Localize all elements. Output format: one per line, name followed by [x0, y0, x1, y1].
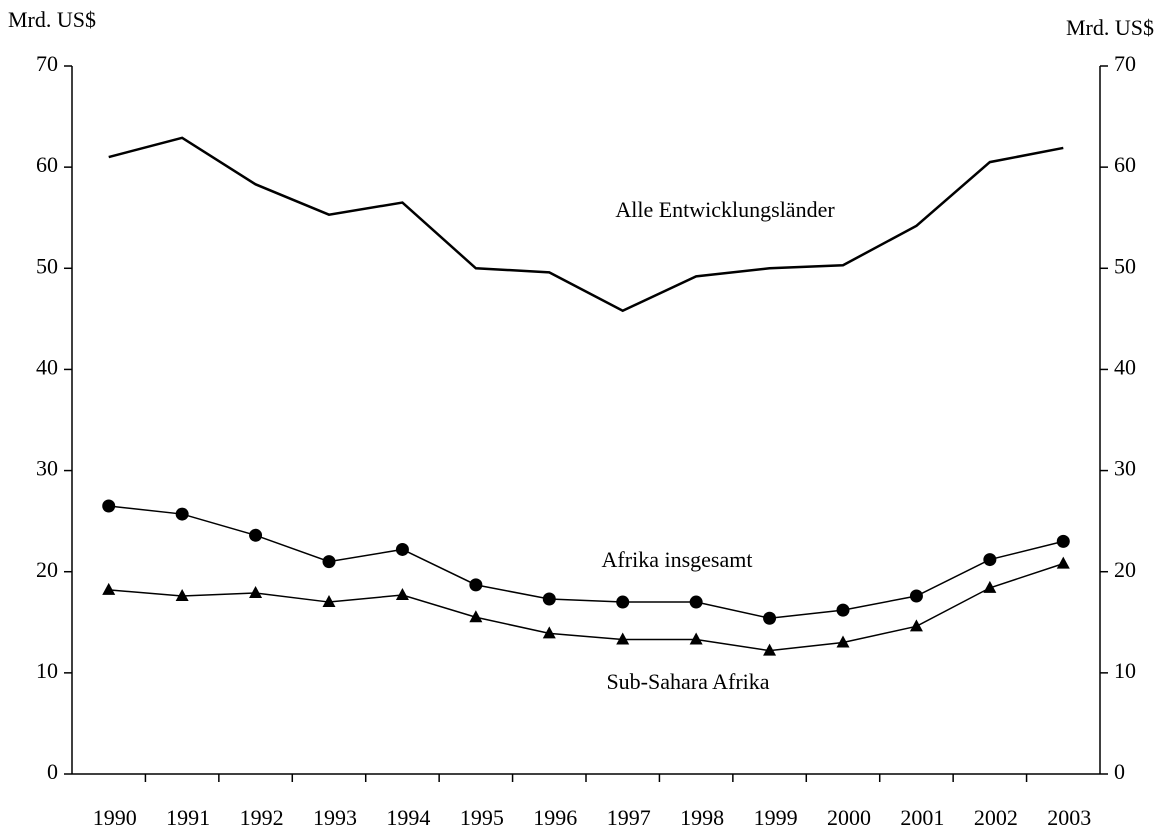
marker: [322, 555, 336, 569]
y-tick-label: 0: [47, 759, 58, 784]
marker: [102, 582, 116, 595]
marker: [102, 499, 116, 513]
x-tick-label: 1990: [93, 805, 137, 830]
series-label: Afrika insgesamt: [602, 547, 753, 572]
marker: [763, 643, 777, 656]
marker: [395, 542, 409, 556]
marker: [542, 592, 556, 606]
y-tick-label: 40: [36, 354, 58, 379]
y2-tick-label: 30: [1114, 456, 1136, 481]
x-tick-label: 2002: [974, 805, 1018, 830]
marker: [249, 528, 263, 542]
marker: [175, 588, 189, 601]
x-tick-label: 1995: [460, 805, 504, 830]
marker: [395, 587, 409, 600]
marker: [1056, 534, 1070, 548]
y2-tick-label: 60: [1114, 152, 1136, 177]
y2-tick-label: 10: [1114, 658, 1136, 683]
x-tick-label: 1997: [607, 805, 651, 830]
marker: [1056, 556, 1070, 569]
x-tick-label: 1998: [680, 805, 724, 830]
marker: [616, 632, 630, 645]
marker: [616, 595, 630, 609]
y2-tick-label: 0: [1114, 759, 1125, 784]
marker: [689, 632, 703, 645]
marker: [983, 553, 997, 567]
y2-axis-label: Mrd. US$: [1066, 15, 1154, 40]
marker: [763, 611, 777, 625]
series-line: [108, 505, 1064, 619]
x-tick-label: 1993: [313, 805, 357, 830]
y-axis-label: Mrd. US$: [8, 7, 96, 32]
y2-tick-label: 50: [1114, 253, 1136, 278]
marker: [175, 507, 189, 521]
series-line: [108, 562, 1064, 652]
marker: [322, 595, 336, 608]
y-tick-label: 60: [36, 152, 58, 177]
y-tick-label: 30: [36, 456, 58, 481]
marker: [689, 595, 703, 609]
y-tick-label: 20: [36, 557, 58, 582]
series-label: Sub-Sahara Afrika: [606, 669, 769, 694]
x-tick-label: 1996: [533, 805, 577, 830]
marker: [909, 619, 923, 632]
marker: [542, 626, 556, 639]
y-tick-label: 10: [36, 658, 58, 683]
marker: [249, 585, 263, 598]
marker: [909, 589, 923, 603]
y2-tick-label: 20: [1114, 557, 1136, 582]
series-line: [108, 136, 1064, 313]
x-tick-label: 1992: [240, 805, 284, 830]
y2-tick-label: 40: [1114, 354, 1136, 379]
x-tick-label: 2003: [1047, 805, 1091, 830]
marker: [836, 635, 850, 648]
marker: [469, 610, 483, 623]
y-tick-label: 50: [36, 253, 58, 278]
y-tick-label: 70: [36, 51, 58, 76]
x-tick-label: 2000: [827, 805, 871, 830]
x-tick-label: 1994: [386, 805, 430, 830]
x-tick-label: 1999: [754, 805, 798, 830]
series-label: Alle Entwicklungsländer: [615, 197, 835, 222]
x-tick-label: 2001: [900, 805, 944, 830]
x-tick-label: 1991: [166, 805, 210, 830]
marker: [469, 578, 483, 592]
y2-tick-label: 70: [1114, 51, 1136, 76]
marker: [836, 603, 850, 617]
marker: [983, 580, 997, 593]
